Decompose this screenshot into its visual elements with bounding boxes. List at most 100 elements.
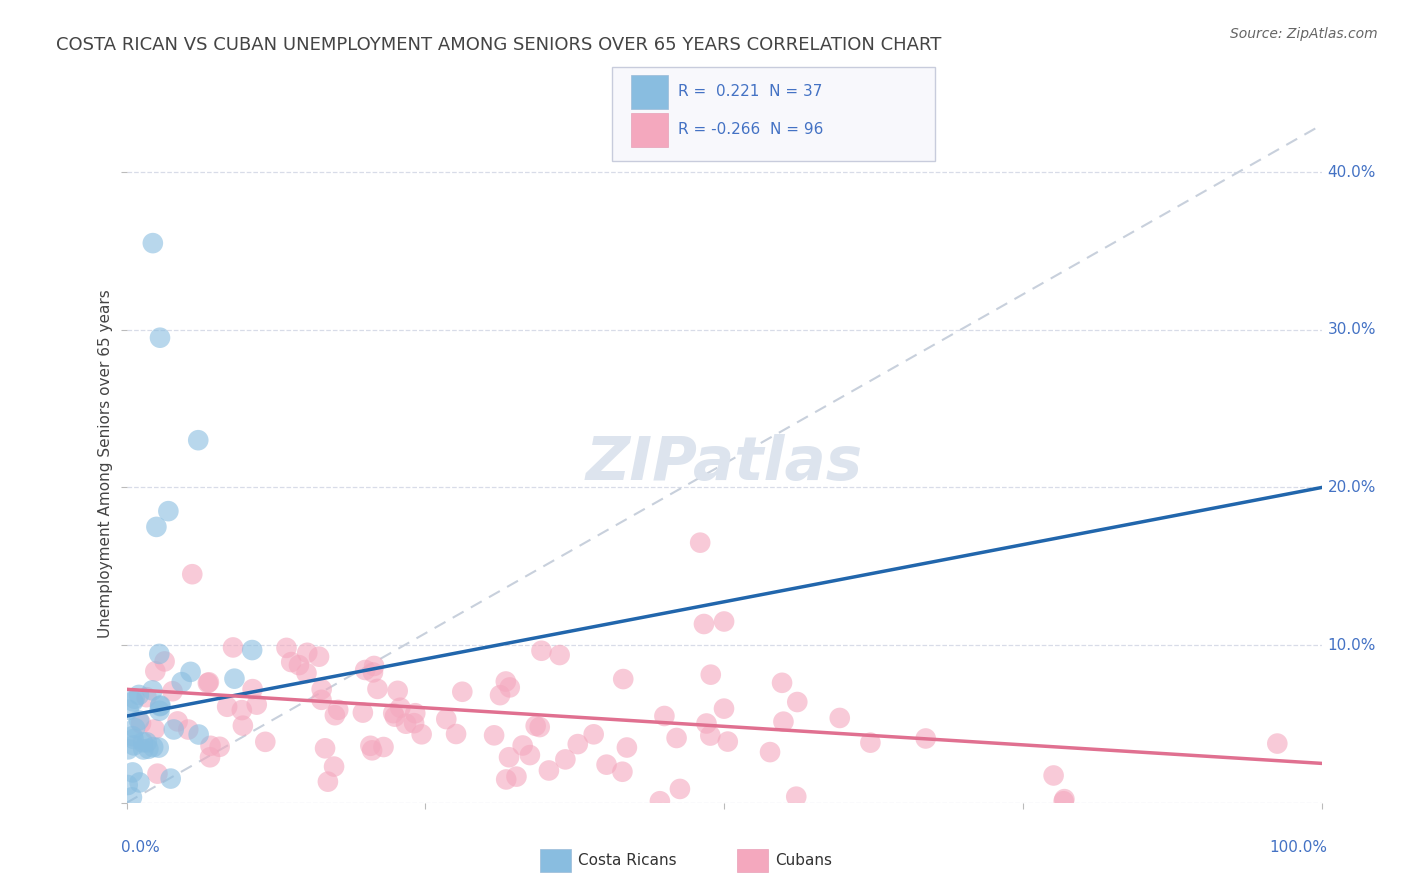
Point [530, 644, 553, 658]
Point [222, 640, 245, 655]
Point [246, 698, 269, 712]
Point [117, 742, 139, 756]
Point [363, 659, 385, 673]
Text: 100.0%: 100.0% [1270, 840, 1327, 855]
Point [124, 691, 146, 706]
Point [387, 683, 409, 698]
Point [361, 665, 384, 680]
Point [612, 672, 634, 686]
Point [148, 740, 170, 755]
Point [411, 727, 433, 741]
Point [1053, 794, 1076, 808]
Point [1053, 792, 1076, 806]
Point [567, 737, 589, 751]
Point [700, 667, 723, 681]
Point [162, 684, 184, 698]
Point [665, 731, 688, 745]
Point [699, 729, 721, 743]
Point [122, 694, 145, 708]
Point [308, 649, 330, 664]
Point [770, 675, 793, 690]
Point [314, 741, 336, 756]
Point [149, 331, 172, 345]
Point [693, 617, 716, 632]
Point [232, 719, 254, 733]
Point [128, 714, 150, 728]
Point [505, 770, 527, 784]
Point [323, 708, 346, 723]
Point [138, 741, 160, 756]
Point [914, 731, 936, 746]
Point [208, 739, 231, 754]
Point [859, 736, 882, 750]
Point [166, 714, 188, 729]
Text: 10.0%: 10.0% [1327, 638, 1376, 653]
Point [489, 688, 512, 702]
Point [361, 743, 384, 757]
Point [295, 666, 318, 681]
Point [145, 520, 167, 534]
Point [254, 735, 277, 749]
Point [612, 764, 634, 779]
Point [231, 703, 253, 717]
Point [359, 739, 381, 753]
Point [117, 778, 139, 792]
Point [148, 704, 170, 718]
Point [157, 504, 180, 518]
Point [149, 698, 172, 713]
Point [141, 683, 163, 698]
Point [366, 681, 388, 696]
Point [121, 790, 143, 805]
Point [772, 714, 794, 729]
Point [148, 647, 170, 661]
Point [537, 764, 560, 778]
Point [384, 709, 406, 723]
Point [582, 727, 605, 741]
Point [242, 682, 264, 697]
Point [713, 615, 735, 629]
Y-axis label: Unemployment Among Seniors over 65 years: Unemployment Among Seniors over 65 years [97, 290, 112, 638]
Text: 30.0%: 30.0% [1327, 322, 1376, 337]
Point [495, 772, 517, 787]
Point [240, 643, 263, 657]
Point [323, 759, 346, 773]
Point [197, 676, 219, 690]
Point [142, 236, 165, 251]
Point [786, 695, 808, 709]
Text: 20.0%: 20.0% [1327, 480, 1376, 495]
Point [444, 727, 467, 741]
Point [828, 711, 851, 725]
Point [135, 690, 157, 705]
Point [713, 701, 735, 715]
Point [717, 734, 740, 748]
Point [132, 735, 155, 749]
Point [129, 716, 152, 731]
Point [311, 693, 333, 707]
Point [280, 655, 302, 669]
Point [654, 709, 676, 723]
Point [1042, 768, 1064, 782]
Point [311, 682, 333, 697]
Point [328, 703, 350, 717]
Point [389, 700, 412, 714]
Point [759, 745, 782, 759]
Point [785, 789, 807, 804]
Point [128, 688, 150, 702]
Point [548, 648, 571, 662]
Point [554, 752, 576, 766]
Point [153, 655, 176, 669]
Point [143, 723, 166, 737]
Point [217, 699, 239, 714]
Point [404, 716, 426, 731]
Point [180, 665, 202, 679]
Point [159, 772, 181, 786]
Point [1265, 737, 1288, 751]
Point [395, 716, 418, 731]
Point [170, 675, 193, 690]
Point [316, 774, 339, 789]
Point [524, 719, 547, 733]
Point [121, 765, 143, 780]
Point [434, 712, 457, 726]
Point [121, 729, 143, 743]
Point [519, 747, 541, 762]
